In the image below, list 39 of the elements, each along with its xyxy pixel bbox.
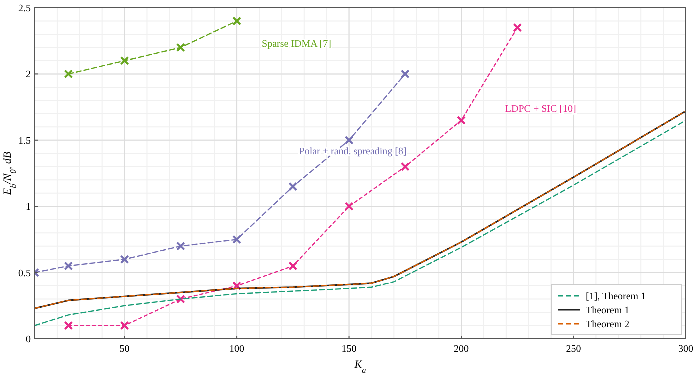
point	[64, 321, 74, 330]
point	[344, 136, 354, 145]
legend-label: Theorem 1	[586, 306, 630, 316]
point	[513, 23, 522, 32]
y-tick-label: 0.5	[18, 268, 31, 280]
point	[120, 321, 130, 330]
x-tick-label: 50	[120, 344, 130, 355]
point	[344, 202, 354, 212]
legend-label: [1], Theorem 1	[586, 292, 646, 302]
point	[120, 255, 130, 264]
x-tick-label: 300	[678, 344, 694, 355]
point	[64, 70, 74, 79]
text: Sparse IDMA [7]	[262, 39, 332, 50]
point	[176, 43, 186, 52]
point	[288, 262, 298, 271]
point	[232, 235, 242, 244]
y-tick-label: 2	[26, 70, 31, 81]
x-axis-title: K$_{a}$	[354, 359, 366, 373]
point	[400, 162, 410, 172]
y-tick-label: 0	[26, 334, 31, 346]
x-tick-label: 150	[342, 344, 357, 355]
point	[232, 16, 242, 26]
point	[120, 56, 130, 66]
point	[64, 262, 74, 271]
x-tick-label: 200	[454, 344, 470, 355]
x-tick-label: 250	[566, 344, 582, 355]
y-tick-label: 2.5	[18, 4, 31, 14]
text: LDPC + SIC [10]	[505, 104, 576, 115]
point	[176, 242, 186, 251]
series-label: Polar + rand. spreading [8]	[299, 146, 407, 158]
x-tick-label: 100	[230, 344, 245, 355]
point	[288, 182, 298, 192]
y-tick-label: 1.5	[18, 136, 31, 147]
point	[457, 116, 466, 126]
y-tick-label: 1	[26, 202, 31, 214]
point	[232, 282, 242, 291]
legend-label: Theorem 2	[586, 320, 630, 330]
point	[400, 70, 410, 79]
point	[176, 294, 186, 304]
